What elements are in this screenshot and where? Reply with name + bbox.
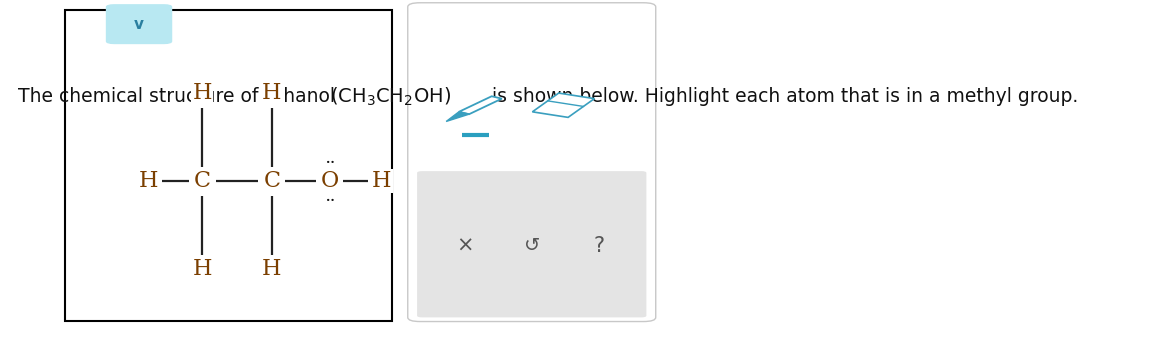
Polygon shape	[459, 96, 502, 114]
FancyBboxPatch shape	[417, 171, 646, 317]
Text: H: H	[193, 82, 212, 104]
Polygon shape	[532, 93, 594, 117]
Text: $\left(\mathrm{CH_3CH_2OH}\right)$: $\left(\mathrm{CH_3CH_2OH}\right)$	[330, 86, 451, 108]
Text: O: O	[321, 170, 339, 192]
Text: ×: ×	[456, 236, 473, 256]
Text: H: H	[262, 258, 282, 280]
Text: The chemical structure of ethanol: The chemical structure of ethanol	[17, 87, 340, 106]
Text: is shown below. Highlight each atom that is in a methyl group.: is shown below. Highlight each atom that…	[486, 87, 1078, 106]
Text: H: H	[193, 258, 212, 280]
Text: ↺: ↺	[524, 236, 540, 256]
Text: v: v	[134, 17, 144, 32]
FancyBboxPatch shape	[106, 4, 172, 44]
Text: H: H	[372, 170, 391, 192]
FancyBboxPatch shape	[66, 10, 392, 321]
Text: C: C	[263, 170, 280, 192]
Text: H: H	[138, 170, 158, 192]
Text: ··: ··	[325, 194, 335, 207]
Text: C: C	[194, 170, 211, 192]
Text: H: H	[262, 82, 282, 104]
Text: ?: ?	[593, 236, 605, 256]
Text: ··: ··	[325, 156, 335, 169]
FancyBboxPatch shape	[407, 3, 655, 322]
Polygon shape	[447, 112, 470, 121]
